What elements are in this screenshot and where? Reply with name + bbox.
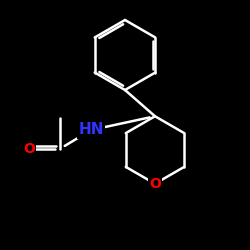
Text: O: O [23,142,35,156]
Text: HN: HN [78,122,104,138]
Text: O: O [149,177,161,191]
